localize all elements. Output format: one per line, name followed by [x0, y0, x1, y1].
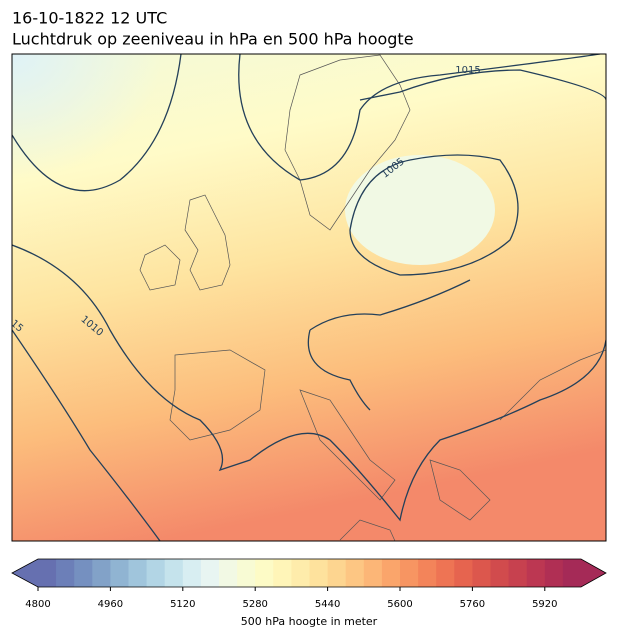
colorbar-segment [400, 559, 419, 587]
colorbar-segment [273, 559, 292, 587]
colorbar-segment [255, 559, 274, 587]
colorbar-segment [182, 559, 202, 587]
colorbar-segment [309, 559, 329, 587]
colorbar-segment [418, 559, 437, 587]
colorbar-tick-label: 4800 [25, 599, 50, 610]
colorbar-tick-label: 5600 [387, 599, 412, 610]
colorbar-segment [327, 559, 347, 587]
isobars [12, 54, 606, 541]
colorbar-segment [490, 559, 510, 587]
colorbar-segment [200, 559, 220, 587]
colorbar-tick-label: 5280 [242, 599, 267, 610]
colorbar-segment [56, 559, 75, 587]
colorbar-segment [345, 559, 365, 587]
cold-region [12, 54, 312, 304]
colorbar: 4800 4960 5120 5280 5440 5600 5760 5920 [11, 558, 607, 610]
coastlines [139, 54, 606, 541]
colorbar-segment [454, 559, 473, 587]
colorbar-outline [11, 558, 607, 588]
colorbar-segment [363, 559, 383, 587]
colorbar-segment [472, 559, 491, 587]
colorbar-segment [436, 559, 455, 587]
colorbar-segment [128, 559, 148, 587]
colorbar-segment [526, 559, 546, 587]
map-frame [11, 53, 607, 542]
map: 1015 1005 1010 15 [12, 54, 606, 541]
colorbar-tick-label: 5760 [460, 599, 485, 610]
colorbar-tick-label: 4960 [98, 599, 123, 610]
low-region [345, 155, 495, 265]
colorbar-tick-label: 5920 [532, 599, 557, 610]
title: 16-10-1822 12 UTC [12, 9, 167, 28]
colorbar-segment [508, 559, 528, 587]
colorbar-extend-high [581, 559, 606, 587]
colorbar-tick-label: 5120 [170, 599, 195, 610]
colorbar-extend-low [12, 559, 38, 587]
contour-label: 1015 [455, 65, 480, 76]
colorbar-segment [164, 559, 184, 587]
colorbar-label: 500 hPa hoogte in meter [241, 615, 378, 628]
colorbar-segment [381, 559, 401, 587]
colorbar-segment [92, 559, 111, 587]
colorbar-tick-label: 5440 [315, 599, 340, 610]
colorbar-segment [74, 559, 93, 587]
colorbar-segment [291, 559, 310, 587]
colorbar-segment [38, 559, 57, 587]
colorbar-segment [110, 559, 129, 587]
colorbar-segment [146, 559, 166, 587]
colorbar-segment [562, 559, 582, 587]
colorbar-segment [237, 559, 256, 587]
colorbar-segment [219, 559, 238, 587]
colorbar-segment [544, 559, 564, 587]
subtitle: Luchtdruk op zeeniveau in hPa en 500 hPa… [12, 30, 414, 49]
